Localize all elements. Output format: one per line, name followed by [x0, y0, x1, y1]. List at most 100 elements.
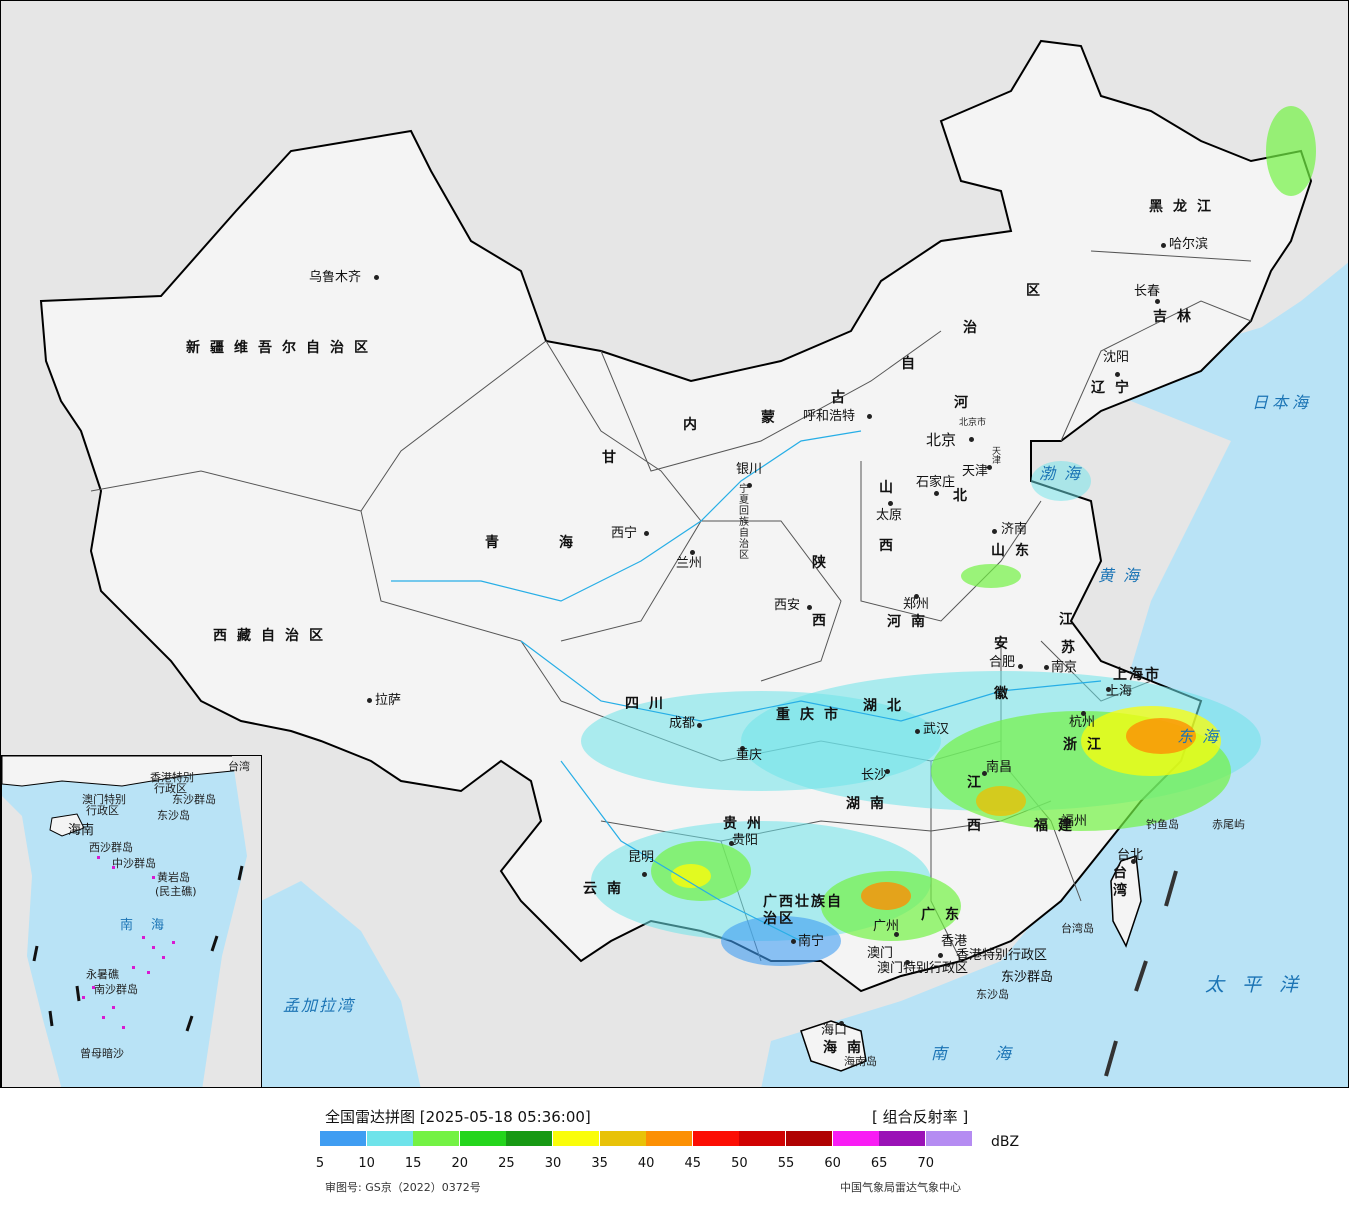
city-xining[interactable]: 西宁	[611, 526, 638, 541]
city-nanchang[interactable]: 南昌	[986, 760, 1013, 775]
label-fujian: 福建	[1034, 818, 1082, 834]
city-zhengzhou[interactable]: 郑州	[903, 597, 930, 612]
map-title: 全国雷达拼图 [2025-05-18 05:36:00]	[325, 1108, 591, 1126]
label-nmg-0: 内	[683, 417, 707, 433]
city-guangzhou[interactable]: 广州	[873, 919, 900, 934]
inset-yongshu: 永暑礁	[86, 968, 119, 981]
island-dongsha-qd: 东沙群岛	[1001, 970, 1054, 985]
label-taiwan: 台湾	[1113, 865, 1127, 899]
city-dot	[729, 841, 734, 846]
city-lhasa[interactable]: 拉萨	[375, 693, 402, 708]
inset-xisha: 西沙群岛	[89, 841, 133, 854]
legend-swatch	[692, 1131, 739, 1146]
city-hangzhou[interactable]: 杭州	[1069, 715, 1096, 730]
city-harbin[interactable]: 哈尔滨	[1169, 237, 1209, 252]
city-wuhan[interactable]: 武汉	[923, 722, 950, 737]
legend-swatch	[413, 1131, 460, 1146]
pacific-ocean	[761, 301, 1348, 1087]
label-liaoning: 辽宁	[1091, 380, 1139, 396]
city-dot	[791, 939, 796, 944]
city-haikou[interactable]: 海口	[821, 1023, 848, 1038]
legend-tick: 70	[917, 1156, 935, 1171]
bay-of-bengal	[241, 881, 421, 1087]
sea-taipingyang: 太平洋	[1205, 974, 1317, 996]
legend-tick: 10	[358, 1156, 375, 1171]
label-nmg-2: 古	[831, 390, 855, 406]
city-chongqing[interactable]: 重庆	[736, 748, 763, 763]
city-macau[interactable]: 澳门	[867, 946, 894, 961]
unit-label: dBZ	[991, 1134, 1020, 1150]
inset-hk2: 行政区	[154, 782, 187, 795]
approval-number: 审图号: GS京（2022）0372号	[325, 1181, 481, 1194]
radar-map[interactable]: 新疆维吾尔自治区 西藏自治区 青 海 甘 内 蒙 古 自 治 区 黑龙江 吉林 …	[0, 0, 1349, 1088]
label-xinjiang: 新疆维吾尔自治区	[186, 340, 378, 356]
inset-minzhu: (民主礁)	[155, 885, 197, 898]
island-taiwan-dao: 台湾岛	[1061, 922, 1094, 935]
label-chongqing: 重庆市	[776, 707, 848, 723]
label-gansu: 甘	[602, 450, 626, 466]
city-taiyuan[interactable]: 太原	[876, 508, 903, 523]
legend-swatch	[786, 1131, 832, 1146]
label-qinghai-a: 青	[485, 535, 509, 551]
city-shanghai[interactable]: 上海	[1106, 684, 1133, 699]
city-dot	[807, 605, 812, 610]
legend-tick: 30	[544, 1156, 562, 1171]
city-dot	[888, 501, 893, 506]
inset-canvas	[2, 756, 261, 1087]
city-changsha[interactable]: 长沙	[861, 768, 888, 783]
city-chengdu[interactable]: 成都	[669, 716, 696, 731]
legend-swatch	[646, 1131, 693, 1146]
city-jinan[interactable]: 济南	[1001, 522, 1028, 537]
city-dot	[374, 275, 379, 280]
city-urumqi[interactable]: 乌鲁木齐	[309, 270, 362, 285]
city-hefei[interactable]: 合肥	[989, 655, 1016, 670]
label-shandong: 山东	[991, 543, 1039, 559]
city-dot	[885, 769, 890, 774]
label-shanghai: 上海市	[1113, 667, 1161, 683]
inset-huangyan: 黄岩岛	[157, 871, 190, 884]
legend-tick: 20	[451, 1156, 469, 1171]
city-dot	[914, 594, 919, 599]
city-dot	[982, 771, 987, 776]
legend-tick: 45	[684, 1156, 702, 1171]
city-dot	[644, 531, 649, 536]
hainan-island	[800, 1020, 867, 1072]
city-yinchuan[interactable]: 银川	[736, 462, 763, 477]
legend-swatch	[599, 1131, 646, 1146]
city-dot	[1106, 687, 1111, 692]
city-dot	[934, 491, 939, 496]
city-tianjin[interactable]: 天津	[962, 464, 989, 479]
legend-swatch	[320, 1131, 366, 1146]
city-shijiazhuang[interactable]: 石家庄	[916, 475, 956, 490]
inset-macau2: 行政区	[86, 804, 119, 817]
city-changchun[interactable]: 长春	[1134, 284, 1161, 299]
legend-swatch	[925, 1131, 972, 1146]
legend-swatch	[832, 1131, 879, 1146]
city-hongkong[interactable]: 香港	[941, 934, 968, 949]
legend-swatch	[879, 1131, 926, 1146]
city-huhehaote[interactable]: 呼和浩特	[803, 409, 856, 424]
city-fuzhou[interactable]: 福州	[1061, 814, 1088, 829]
label-hubei: 湖北	[863, 698, 911, 714]
legend-swatch	[459, 1131, 506, 1146]
radar-echoes	[581, 106, 1316, 966]
city-xian[interactable]: 西安	[774, 598, 801, 613]
city-kunming[interactable]: 昆明	[628, 850, 655, 865]
label-yunnan: 云南	[583, 881, 631, 897]
inset-nanhai: 南海	[120, 918, 183, 933]
city-beijing[interactable]: 北京	[926, 431, 957, 449]
city-dot	[747, 483, 752, 488]
label-jilin: 吉林	[1153, 309, 1201, 325]
city-nanjing[interactable]: 南京	[1051, 660, 1078, 675]
label-anhui-1: 徽	[994, 686, 1018, 702]
japan-sea	[1201, 262, 1348, 381]
label-shanxi-1: 西	[879, 538, 903, 554]
city-lanzhou[interactable]: 兰州	[676, 556, 703, 571]
data-source: 中国气象局雷达气象中心	[840, 1181, 961, 1194]
island-diaoyu: 钓鱼岛	[1146, 818, 1179, 831]
city-guiyang[interactable]: 贵阳	[732, 833, 759, 848]
sea-donghai: 东海	[1177, 727, 1228, 746]
city-shenyang[interactable]: 沈阳	[1103, 350, 1130, 365]
city-taibei[interactable]: 台北	[1117, 848, 1144, 863]
city-nanning[interactable]: 南宁	[798, 934, 825, 949]
